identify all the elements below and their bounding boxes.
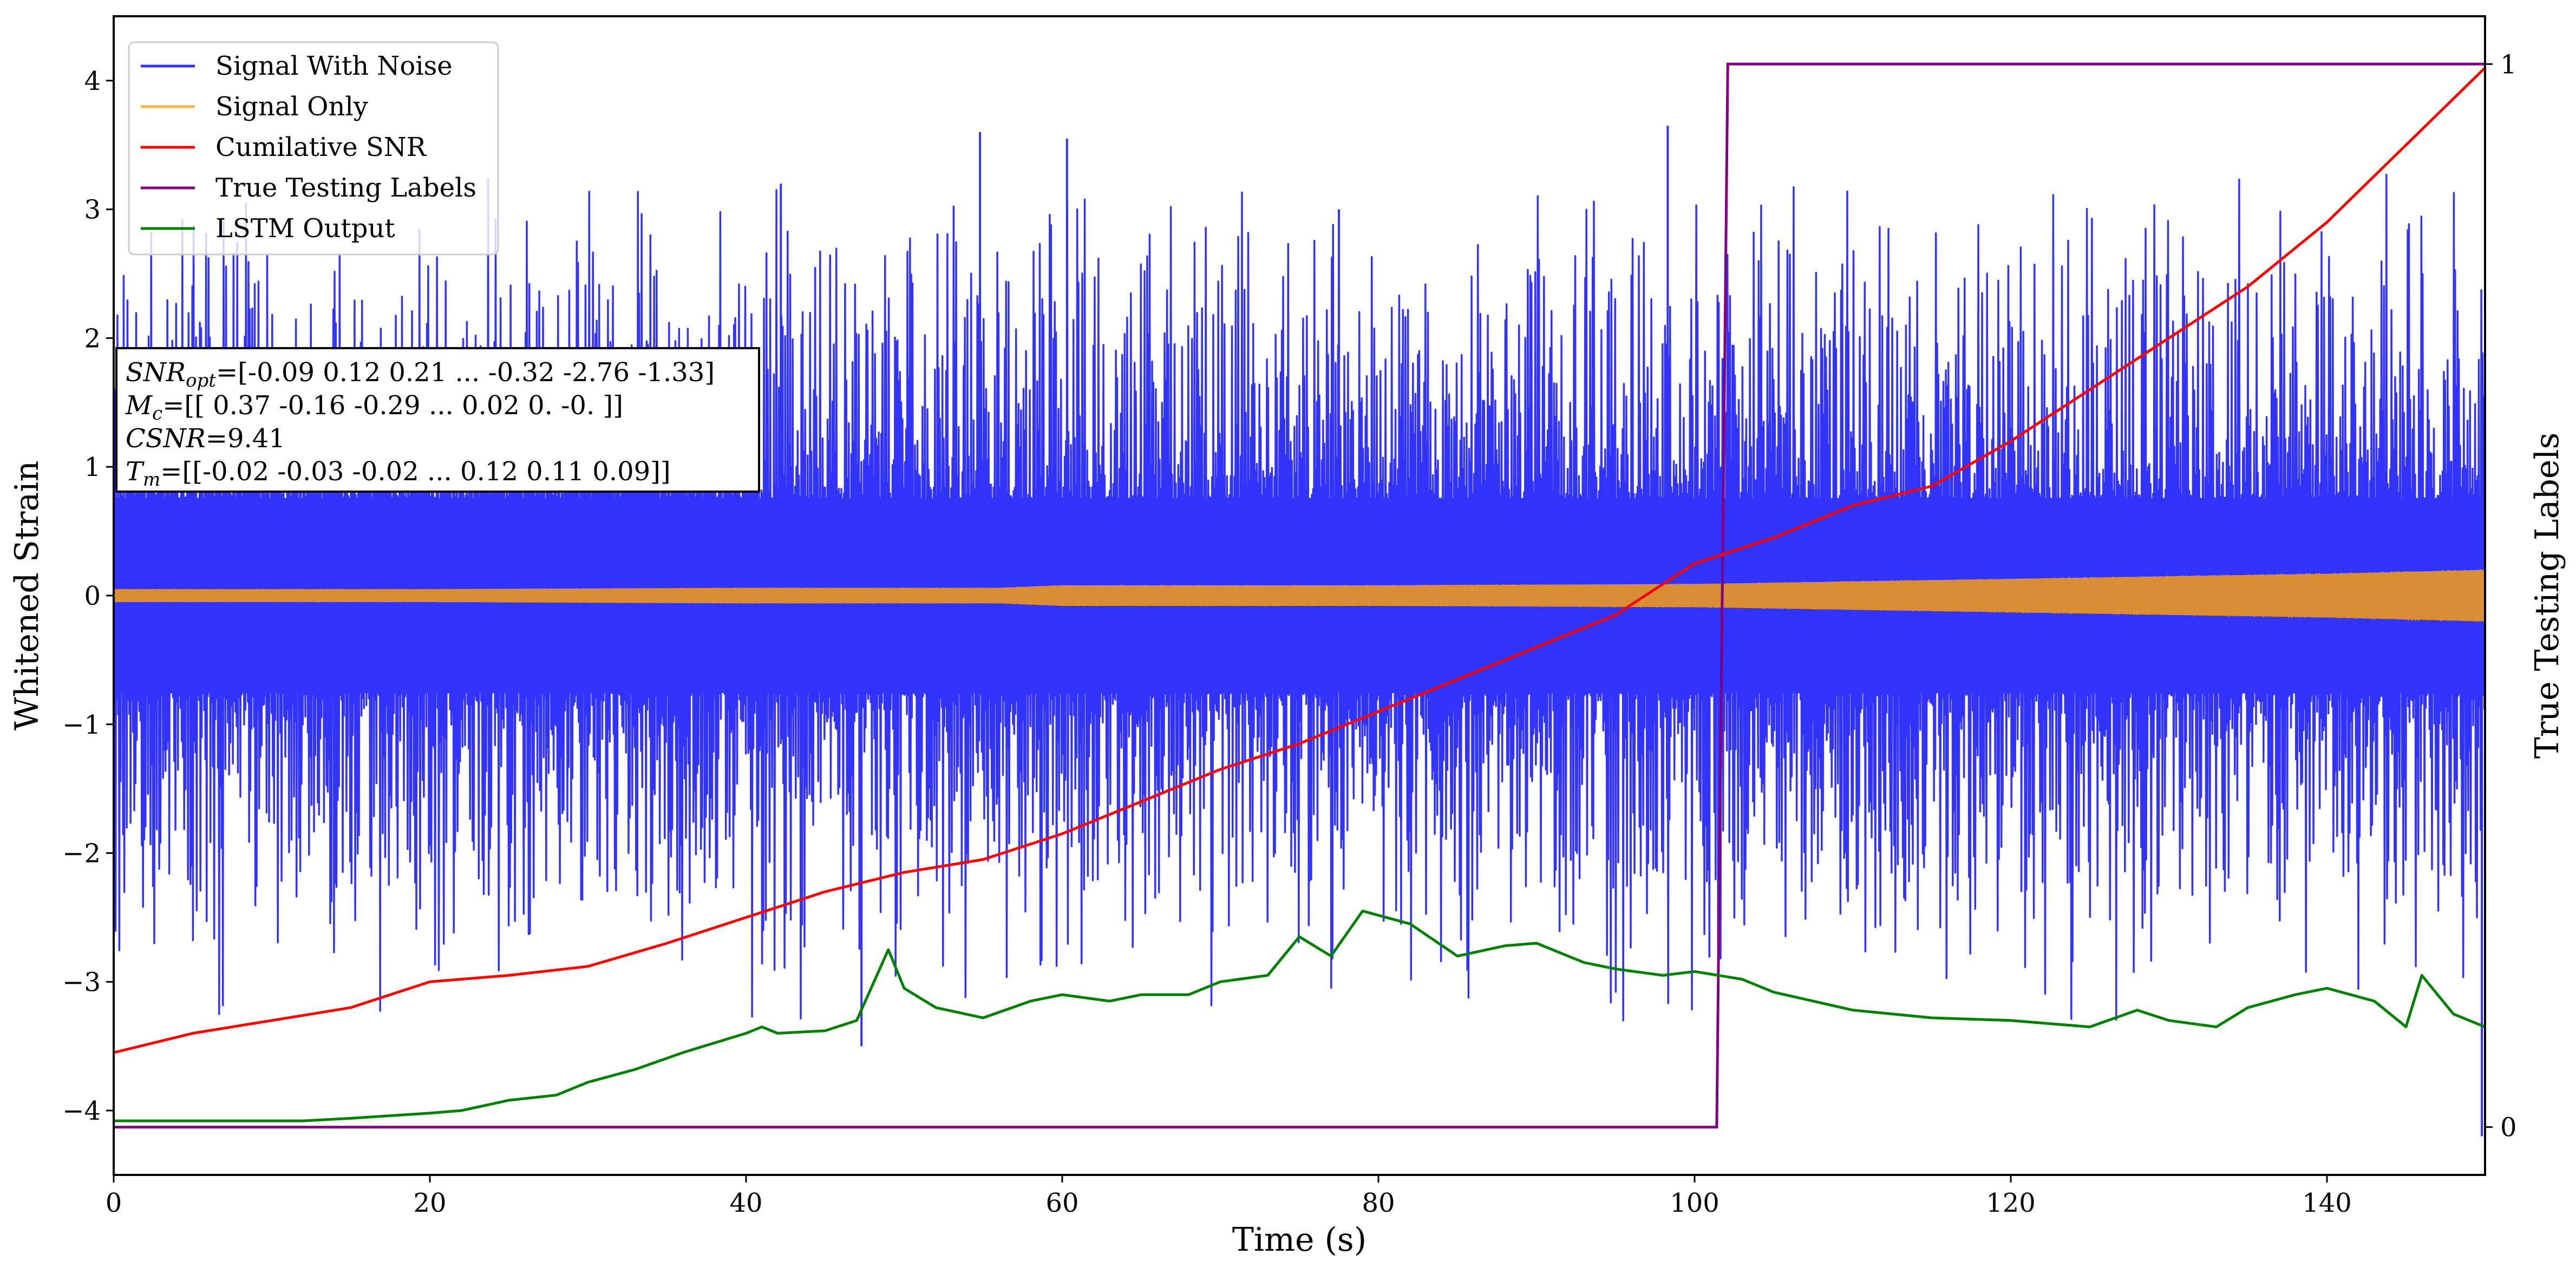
lstm-output-line <box>114 910 2485 1122</box>
y-axis: −4 −3 −2 −1 0 1 2 3 4 <box>62 66 114 1126</box>
info-box-frame <box>115 347 760 493</box>
legend-label-4: LSTM Output <box>215 213 395 244</box>
legend-box <box>128 41 499 256</box>
x-tick-label-100: 100 <box>1670 1188 1719 1218</box>
y-tick-label-1: 1 <box>84 452 101 482</box>
x-tick-label-120: 120 <box>1986 1188 2036 1218</box>
cumilative-snr-line <box>114 67 2485 1054</box>
x-tick-label-40: 40 <box>729 1188 762 1218</box>
signal-only-trace <box>114 569 2485 622</box>
y2-axis-label: True Testing Labels <box>2528 433 2566 759</box>
signal-only-series <box>114 569 2485 622</box>
legend-label-2: Cumilative SNR <box>215 132 427 162</box>
info-line-2: CSNR=9.41 <box>126 423 285 454</box>
info-annotation-box: SNRopt=[-0.09 0.12 0.21 ... -0.32 -2.76 … <box>115 347 760 493</box>
y-tick-label--4: −4 <box>62 1096 101 1126</box>
y-tick-label--3: −3 <box>62 967 101 997</box>
legend-label-3: True Testing Labels <box>215 173 476 203</box>
x-tick-label-80: 80 <box>1362 1188 1395 1218</box>
y-tick-label-4: 4 <box>84 66 101 96</box>
y-tick-label-3: 3 <box>84 195 101 225</box>
x-tick-label-60: 60 <box>1045 1188 1078 1218</box>
x-axis: 0 20 40 60 80 100 120 140 <box>106 1175 2352 1218</box>
y-tick-label-0: 0 <box>84 581 101 611</box>
y-tick-label--1: −1 <box>62 710 101 740</box>
x-tick-label-20: 20 <box>413 1188 446 1218</box>
plot-area <box>114 62 2485 1136</box>
line-series-group <box>114 62 2485 1129</box>
x-axis-label: Time (s) <box>1232 1221 1367 1259</box>
y-tick-label--2: −2 <box>62 839 101 869</box>
y2-axis-right: 01 <box>2485 49 2517 1143</box>
info-line-0: SNRopt=[-0.09 0.12 0.21 ... -0.32 -2.76 … <box>126 357 715 391</box>
noise-trace <box>114 173 2485 1022</box>
info-line-1: Mc=[[ 0.37 -0.16 -0.29 ... 0.02 0. -0. ]… <box>125 390 623 424</box>
true-testing-labels-line <box>114 62 2485 1129</box>
info-line-3: Tm=[[-0.02 -0.03 -0.02 ... 0.12 0.11 0.0… <box>126 456 671 491</box>
y-axis-label: Whitened Strain <box>8 461 46 730</box>
y-tick-label-2: 2 <box>84 323 101 354</box>
x-tick-label-140: 140 <box>2302 1188 2352 1218</box>
y2-tick-label-0: 0 <box>2500 1113 2517 1143</box>
legend-label-0: Signal With Noise <box>215 51 453 81</box>
x-tick-label-0: 0 <box>106 1188 122 1218</box>
y2-tick-label-1: 1 <box>2500 49 2517 80</box>
legend: Signal With Noise Signal Only Cumilative S… <box>128 41 499 256</box>
legend-label-1: Signal Only <box>215 92 368 122</box>
